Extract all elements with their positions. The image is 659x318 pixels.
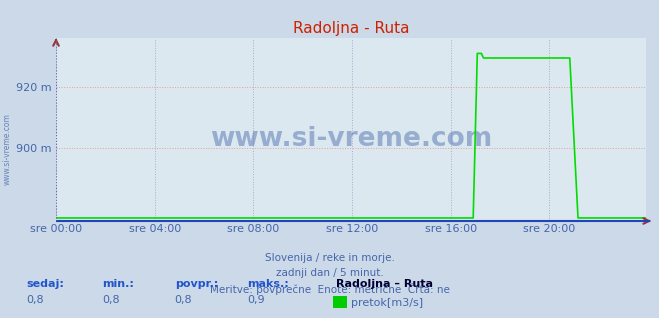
Text: zadnji dan / 5 minut.: zadnji dan / 5 minut.: [275, 268, 384, 278]
Text: 0,8: 0,8: [26, 295, 44, 305]
Text: maks.:: maks.:: [247, 279, 289, 289]
Text: min.:: min.:: [102, 279, 134, 289]
Text: pretok[m3/s]: pretok[m3/s]: [351, 298, 423, 308]
Text: povpr.:: povpr.:: [175, 279, 218, 289]
Text: Slovenija / reke in morje.: Slovenija / reke in morje.: [264, 253, 395, 263]
Text: 0,8: 0,8: [175, 295, 192, 305]
Text: Meritve: povprečne  Enote: metrične  Črta: ne: Meritve: povprečne Enote: metrične Črta:…: [210, 283, 449, 295]
Text: Radoljna – Ruta: Radoljna – Ruta: [336, 279, 433, 289]
Text: 0,8: 0,8: [102, 295, 120, 305]
Title: Radoljna - Ruta: Radoljna - Ruta: [293, 21, 409, 36]
Text: www.si-vreme.com: www.si-vreme.com: [210, 126, 492, 152]
Text: www.si-vreme.com: www.si-vreme.com: [3, 114, 12, 185]
Text: 0,9: 0,9: [247, 295, 265, 305]
Text: sedaj:: sedaj:: [26, 279, 64, 289]
